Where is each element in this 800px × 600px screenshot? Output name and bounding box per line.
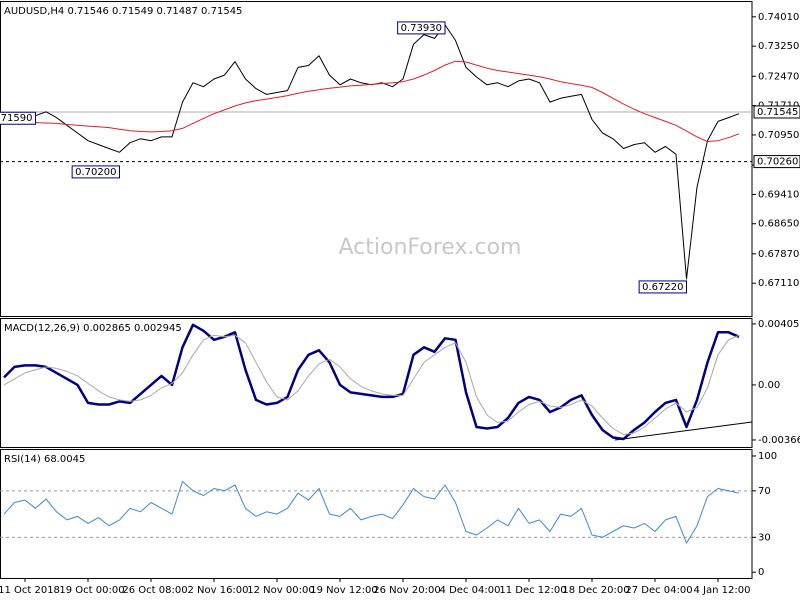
series-line [3, 323, 740, 441]
panel-border [0, 1, 753, 317]
y-tick-label: 0 [758, 567, 764, 578]
annotation-box [397, 21, 446, 35]
y-tick-label: 0.69410 [758, 189, 799, 200]
annotation-label: 0.71590 [0, 113, 33, 124]
y-tick-label: 100 [758, 451, 777, 462]
y-tick-label: 70 [758, 486, 771, 497]
x-tick-label: 4 Dec 04:00 [440, 585, 501, 596]
price-label-box [753, 155, 800, 169]
price-label: 0.70260 [757, 157, 798, 168]
x-tick-label: 2 Nov 16:00 [187, 585, 248, 596]
y-tick-label: -0.003662 [758, 435, 800, 446]
x-tick-label: 19 Nov 12:00 [310, 585, 377, 596]
y-tick-label: 0.67110 [758, 278, 799, 289]
panel-title: RSI(14) 68.0045 [4, 454, 85, 465]
annotation-box [638, 280, 687, 294]
x-tick-label: 11 Oct 2018 [0, 585, 60, 596]
price-label-box [753, 105, 800, 119]
trendline [614, 421, 753, 441]
annotation-label: 0.70200 [75, 167, 116, 178]
y-tick-label: 0.74010 [758, 12, 799, 23]
y-tick-label: 0.004055 [758, 319, 800, 330]
x-tick-label: 19 Oct 00:00 [59, 585, 124, 596]
y-tick-label: 0.67870 [758, 249, 799, 260]
x-tick-label: 4 Jan 12:00 [694, 585, 751, 596]
watermark: ActionForex.com [339, 235, 522, 260]
series-line [3, 334, 740, 435]
y-tick-label: 0.68650 [758, 219, 799, 230]
annotation-box [0, 111, 36, 125]
y-tick-label: 30 [758, 532, 771, 543]
x-tick-label: 26 Oct 08:00 [122, 585, 187, 596]
x-tick-label: 26 Nov 20:00 [373, 585, 440, 596]
y-tick-label: 0.70950 [758, 130, 799, 141]
x-tick-label: 18 Dec 20:00 [562, 585, 629, 596]
x-tick-label: 11 Dec 12:00 [499, 585, 566, 596]
panel-border [0, 318, 753, 448]
series-line [3, 481, 740, 544]
y-tick-label: 0.00 [758, 380, 780, 391]
annotation-label: 0.67220 [642, 282, 683, 293]
panel-title: MACD(12,26,9) 0.002865 0.002945 [4, 323, 182, 334]
panel-border [0, 449, 753, 579]
x-tick-label: 27 Dec 04:00 [625, 585, 692, 596]
y-tick-label: 0.73250 [758, 41, 799, 52]
y-tick-label: 0.72470 [758, 71, 799, 82]
price-label: 0.71545 [757, 107, 798, 118]
x-tick-label: 12 Nov 00:00 [247, 585, 314, 596]
series-line [3, 60, 740, 142]
annotation-box [71, 165, 120, 179]
annotation-label: 0.73930 [401, 23, 442, 34]
panel-title: AUDUSD,H4 0.71546 0.71549 0.71487 0.7154… [4, 6, 242, 17]
